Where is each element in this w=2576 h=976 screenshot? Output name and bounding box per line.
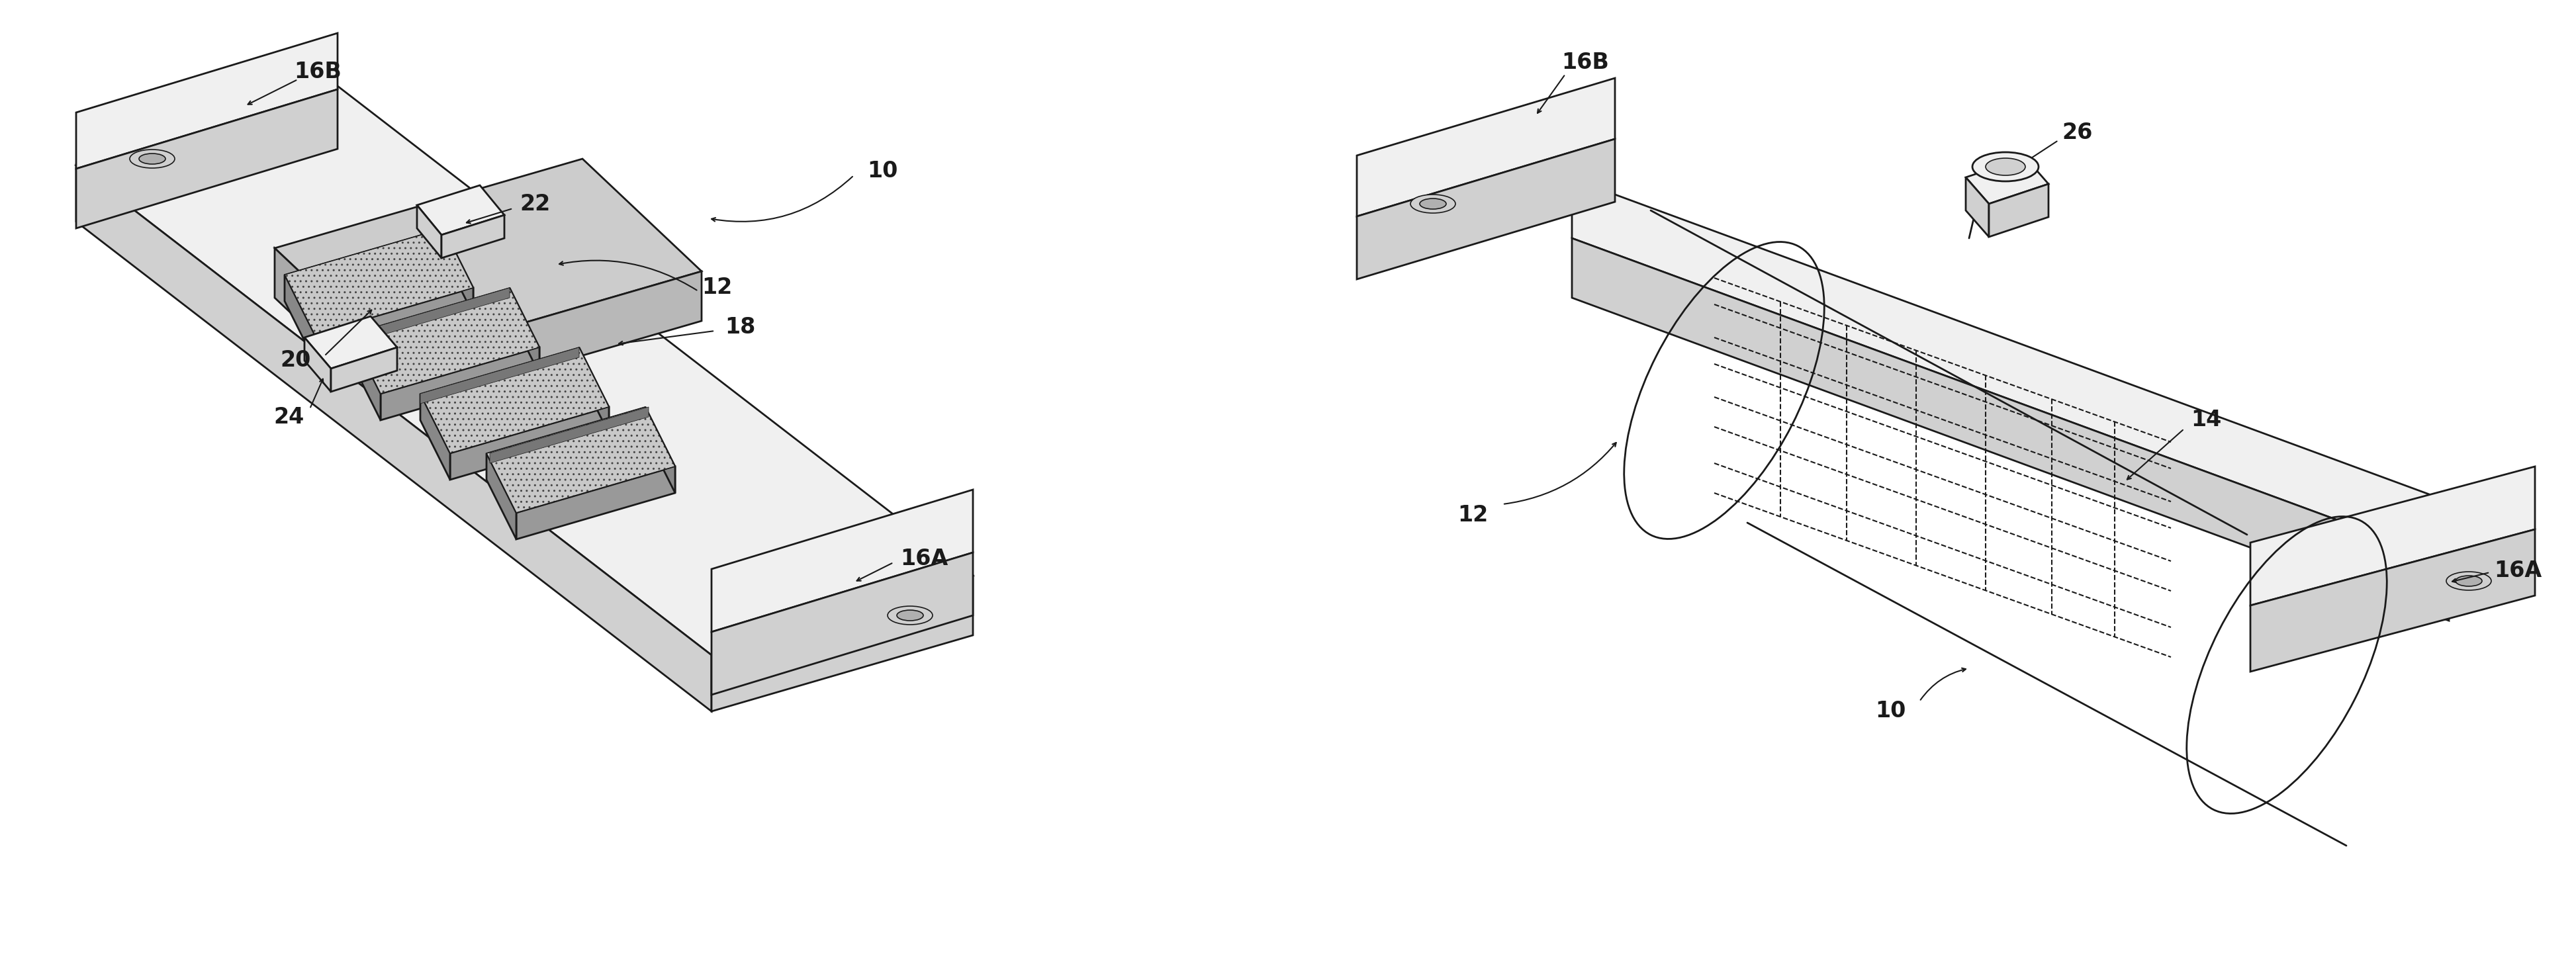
Polygon shape xyxy=(451,407,608,480)
Text: 12: 12 xyxy=(701,277,732,299)
Polygon shape xyxy=(417,205,440,258)
Polygon shape xyxy=(1965,157,2048,204)
Ellipse shape xyxy=(896,610,922,621)
Polygon shape xyxy=(381,347,538,421)
Ellipse shape xyxy=(2455,576,2483,587)
Polygon shape xyxy=(1358,139,1615,279)
Text: 22: 22 xyxy=(520,193,551,215)
Polygon shape xyxy=(77,90,337,228)
Polygon shape xyxy=(2251,529,2535,671)
Polygon shape xyxy=(420,347,608,453)
Ellipse shape xyxy=(1973,152,2038,182)
Ellipse shape xyxy=(139,153,165,164)
Polygon shape xyxy=(1965,178,1989,237)
Ellipse shape xyxy=(129,149,175,168)
Polygon shape xyxy=(283,274,314,360)
Polygon shape xyxy=(711,490,974,631)
Polygon shape xyxy=(711,576,974,712)
Text: 14: 14 xyxy=(2190,409,2221,431)
Polygon shape xyxy=(276,248,394,410)
Ellipse shape xyxy=(2447,572,2491,590)
Ellipse shape xyxy=(1419,198,1445,209)
Text: 16B: 16B xyxy=(294,61,343,82)
Text: 16B: 16B xyxy=(1561,52,1610,74)
Ellipse shape xyxy=(1412,194,1455,213)
Polygon shape xyxy=(489,407,649,464)
Polygon shape xyxy=(420,393,451,480)
Text: 12: 12 xyxy=(1458,504,1489,526)
Polygon shape xyxy=(443,228,474,314)
Polygon shape xyxy=(394,271,701,410)
Polygon shape xyxy=(580,347,608,433)
Polygon shape xyxy=(276,159,701,360)
Polygon shape xyxy=(487,407,675,512)
Ellipse shape xyxy=(889,606,933,625)
Polygon shape xyxy=(283,228,474,334)
Polygon shape xyxy=(77,165,711,712)
Polygon shape xyxy=(350,288,510,345)
Polygon shape xyxy=(77,33,337,169)
Text: 10: 10 xyxy=(868,160,899,182)
Polygon shape xyxy=(330,347,397,391)
Polygon shape xyxy=(350,334,381,421)
Text: 16A: 16A xyxy=(899,549,948,570)
Polygon shape xyxy=(487,453,515,540)
Polygon shape xyxy=(510,288,538,374)
Polygon shape xyxy=(350,288,538,393)
Text: 10: 10 xyxy=(1875,701,1906,722)
Polygon shape xyxy=(1358,78,1615,217)
Text: 24: 24 xyxy=(273,406,304,427)
Polygon shape xyxy=(647,407,675,493)
Polygon shape xyxy=(711,552,974,695)
Text: 20: 20 xyxy=(281,349,312,372)
Polygon shape xyxy=(304,316,397,369)
Ellipse shape xyxy=(1986,158,2025,176)
Polygon shape xyxy=(304,338,330,391)
Polygon shape xyxy=(515,467,675,540)
Polygon shape xyxy=(420,347,580,404)
Polygon shape xyxy=(1571,179,2450,561)
Polygon shape xyxy=(2251,467,2535,605)
Polygon shape xyxy=(1571,238,2450,621)
Text: 26: 26 xyxy=(2061,121,2092,143)
Polygon shape xyxy=(77,86,974,655)
Text: 16A: 16A xyxy=(2494,559,2543,582)
Polygon shape xyxy=(417,185,505,235)
Polygon shape xyxy=(314,288,474,360)
Polygon shape xyxy=(1989,183,2048,237)
Polygon shape xyxy=(440,215,505,258)
Text: 18: 18 xyxy=(724,316,755,339)
